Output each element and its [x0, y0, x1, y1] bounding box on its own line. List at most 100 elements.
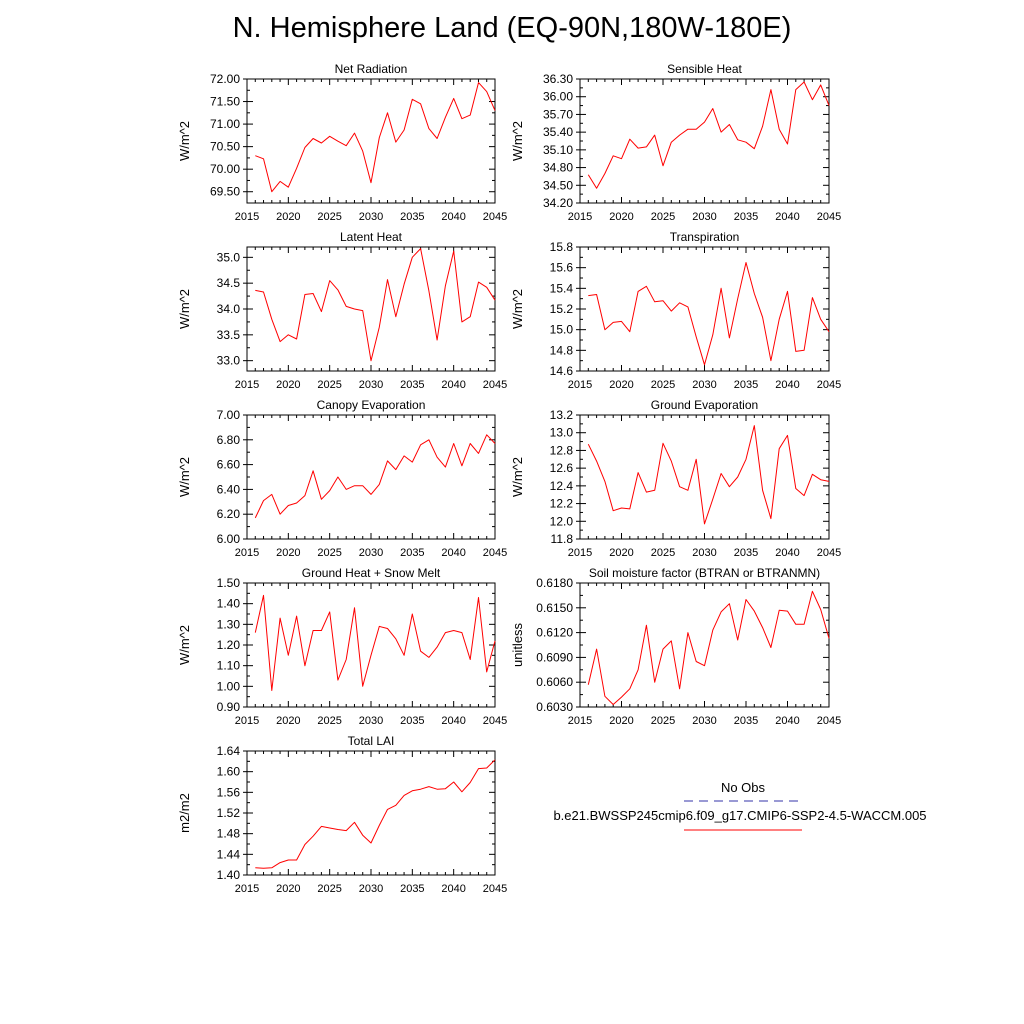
x-tick-label: 2035: [734, 547, 758, 559]
x-tick-label: 2040: [775, 715, 799, 727]
y-tick-label: 1.40: [217, 868, 241, 882]
x-tick-label: 2030: [692, 547, 716, 559]
y-tick-label: 7.00: [217, 408, 241, 422]
y-axis-label: W/m^2: [177, 457, 192, 497]
x-tick-label: 2015: [235, 211, 259, 223]
y-tick-label: 35.0: [217, 250, 241, 264]
y-tick-label: 1.56: [217, 785, 241, 799]
x-tick-label: 2035: [400, 715, 424, 727]
x-tick-label: 2030: [359, 883, 383, 895]
y-tick-label: 72.00: [210, 72, 240, 86]
y-tick-label: 13.2: [550, 408, 574, 422]
x-tick-label: 2025: [317, 211, 341, 223]
y-tick-label: 15.8: [550, 240, 574, 254]
x-tick-label: 2045: [483, 211, 507, 223]
x-tick-label: 2040: [441, 715, 465, 727]
y-tick-label: 1.40: [217, 597, 241, 611]
y-tick-label: 35.40: [543, 125, 573, 139]
plot-frame: [579, 78, 830, 204]
x-tick-label: 2040: [775, 379, 799, 391]
y-tick-label: 14.8: [550, 343, 574, 357]
x-tick-label: 2020: [276, 211, 300, 223]
chart-panel-9: Total LAI m2/m2 2015 2020 2025 2030 2035 2040 20…: [177, 734, 507, 895]
chart-panel-8: Soil moisture factor (BTRAN or BTRANMN) u…: [510, 566, 841, 727]
x-tick-label: 2015: [568, 547, 592, 559]
y-tick-label: 13.0: [550, 426, 574, 440]
y-tick-label: 36.00: [543, 90, 573, 104]
x-tick-label: 2025: [317, 547, 341, 559]
series-line-1: [254, 434, 496, 519]
y-tick-label: 1.44: [217, 847, 241, 861]
y-tick-label: 1.30: [217, 617, 241, 631]
x-tick-label: 2015: [235, 379, 259, 391]
y-tick-label: 33.0: [217, 354, 241, 368]
x-tick-label: 2045: [483, 547, 507, 559]
x-tick-label: 2035: [734, 379, 758, 391]
series-line-1: [255, 759, 496, 869]
x-tick-label: 2020: [276, 715, 300, 727]
series-line-1: [255, 248, 496, 362]
x-tick-label: 2020: [276, 379, 300, 391]
series-line-1: [587, 81, 830, 189]
y-tick-label: 0.90: [217, 700, 241, 714]
series-line-1: [254, 594, 496, 691]
chart-panel-1: Net Radiation W/m^2 2015 2020 2025 2030 2035 20…: [177, 62, 507, 223]
y-tick-label: 36.30: [543, 72, 573, 86]
y-tick-label: 34.5: [217, 276, 241, 290]
y-tick-label: 15.4: [550, 281, 574, 295]
plot-frame: [246, 414, 496, 540]
y-tick-label: 12.0: [550, 514, 574, 528]
y-tick-label: 6.60: [217, 458, 241, 472]
x-tick-label: 2040: [441, 211, 465, 223]
x-tick-label: 2035: [400, 883, 424, 895]
x-tick-label: 2030: [359, 211, 383, 223]
y-tick-label: 14.6: [550, 364, 574, 378]
y-tick-label: 1.10: [217, 659, 241, 673]
y-tick-label: 12.2: [550, 497, 574, 511]
x-tick-label: 2035: [734, 211, 758, 223]
x-tick-label: 2020: [609, 547, 633, 559]
x-tick-label: 2015: [568, 211, 592, 223]
y-tick-label: 34.50: [543, 178, 573, 192]
series-line-1: [255, 82, 496, 193]
y-axis-label: W/m^2: [510, 457, 525, 497]
y-tick-label: 15.6: [550, 261, 574, 275]
x-tick-label: 2025: [317, 883, 341, 895]
y-tick-label: 15.0: [550, 323, 574, 337]
y-tick-label: 35.10: [543, 143, 573, 157]
x-tick-label: 2015: [568, 715, 592, 727]
y-tick-label: 34.20: [543, 196, 573, 210]
x-tick-label: 2045: [483, 883, 507, 895]
series-line-1: [588, 262, 830, 366]
chart-title: Transpiration: [670, 230, 740, 244]
y-tick-label: 6.00: [217, 532, 241, 546]
x-tick-label: 2030: [692, 379, 716, 391]
y-tick-label: 1.48: [217, 827, 241, 841]
y-tick-label: 0.6120: [536, 626, 573, 640]
y-tick-label: 12.6: [550, 461, 574, 475]
x-tick-label: 2015: [235, 883, 259, 895]
y-tick-label: 0.6150: [536, 601, 573, 615]
y-tick-label: 71.00: [210, 117, 240, 131]
x-tick-label: 2020: [609, 715, 633, 727]
x-tick-label: 2025: [651, 547, 675, 559]
y-tick-label: 12.4: [550, 479, 574, 493]
plot-frame: [579, 246, 830, 372]
x-tick-label: 2045: [817, 715, 841, 727]
x-tick-label: 2015: [235, 547, 259, 559]
x-tick-label: 2015: [568, 379, 592, 391]
x-tick-label: 2040: [775, 211, 799, 223]
chart-panel-6: Ground Evaporation W/m^2 2015 2020 2025 2030 2…: [510, 398, 841, 559]
y-tick-label: 0.6090: [536, 650, 573, 664]
series-line-1: [587, 425, 830, 525]
legend-label-obs: No Obs: [721, 780, 766, 795]
chart-panel-3: Latent Heat W/m^2 2015 2020 2025 2030 2035 2040…: [177, 230, 507, 391]
x-tick-label: 2025: [651, 715, 675, 727]
x-tick-label: 2030: [359, 715, 383, 727]
x-tick-label: 2020: [276, 883, 300, 895]
chart-title: Latent Heat: [340, 230, 403, 244]
x-tick-label: 2020: [609, 211, 633, 223]
y-tick-label: 71.50: [210, 95, 240, 109]
chart-panel-7: Ground Heat + Snow Melt W/m^2 2015 2020 2025…: [177, 566, 507, 727]
